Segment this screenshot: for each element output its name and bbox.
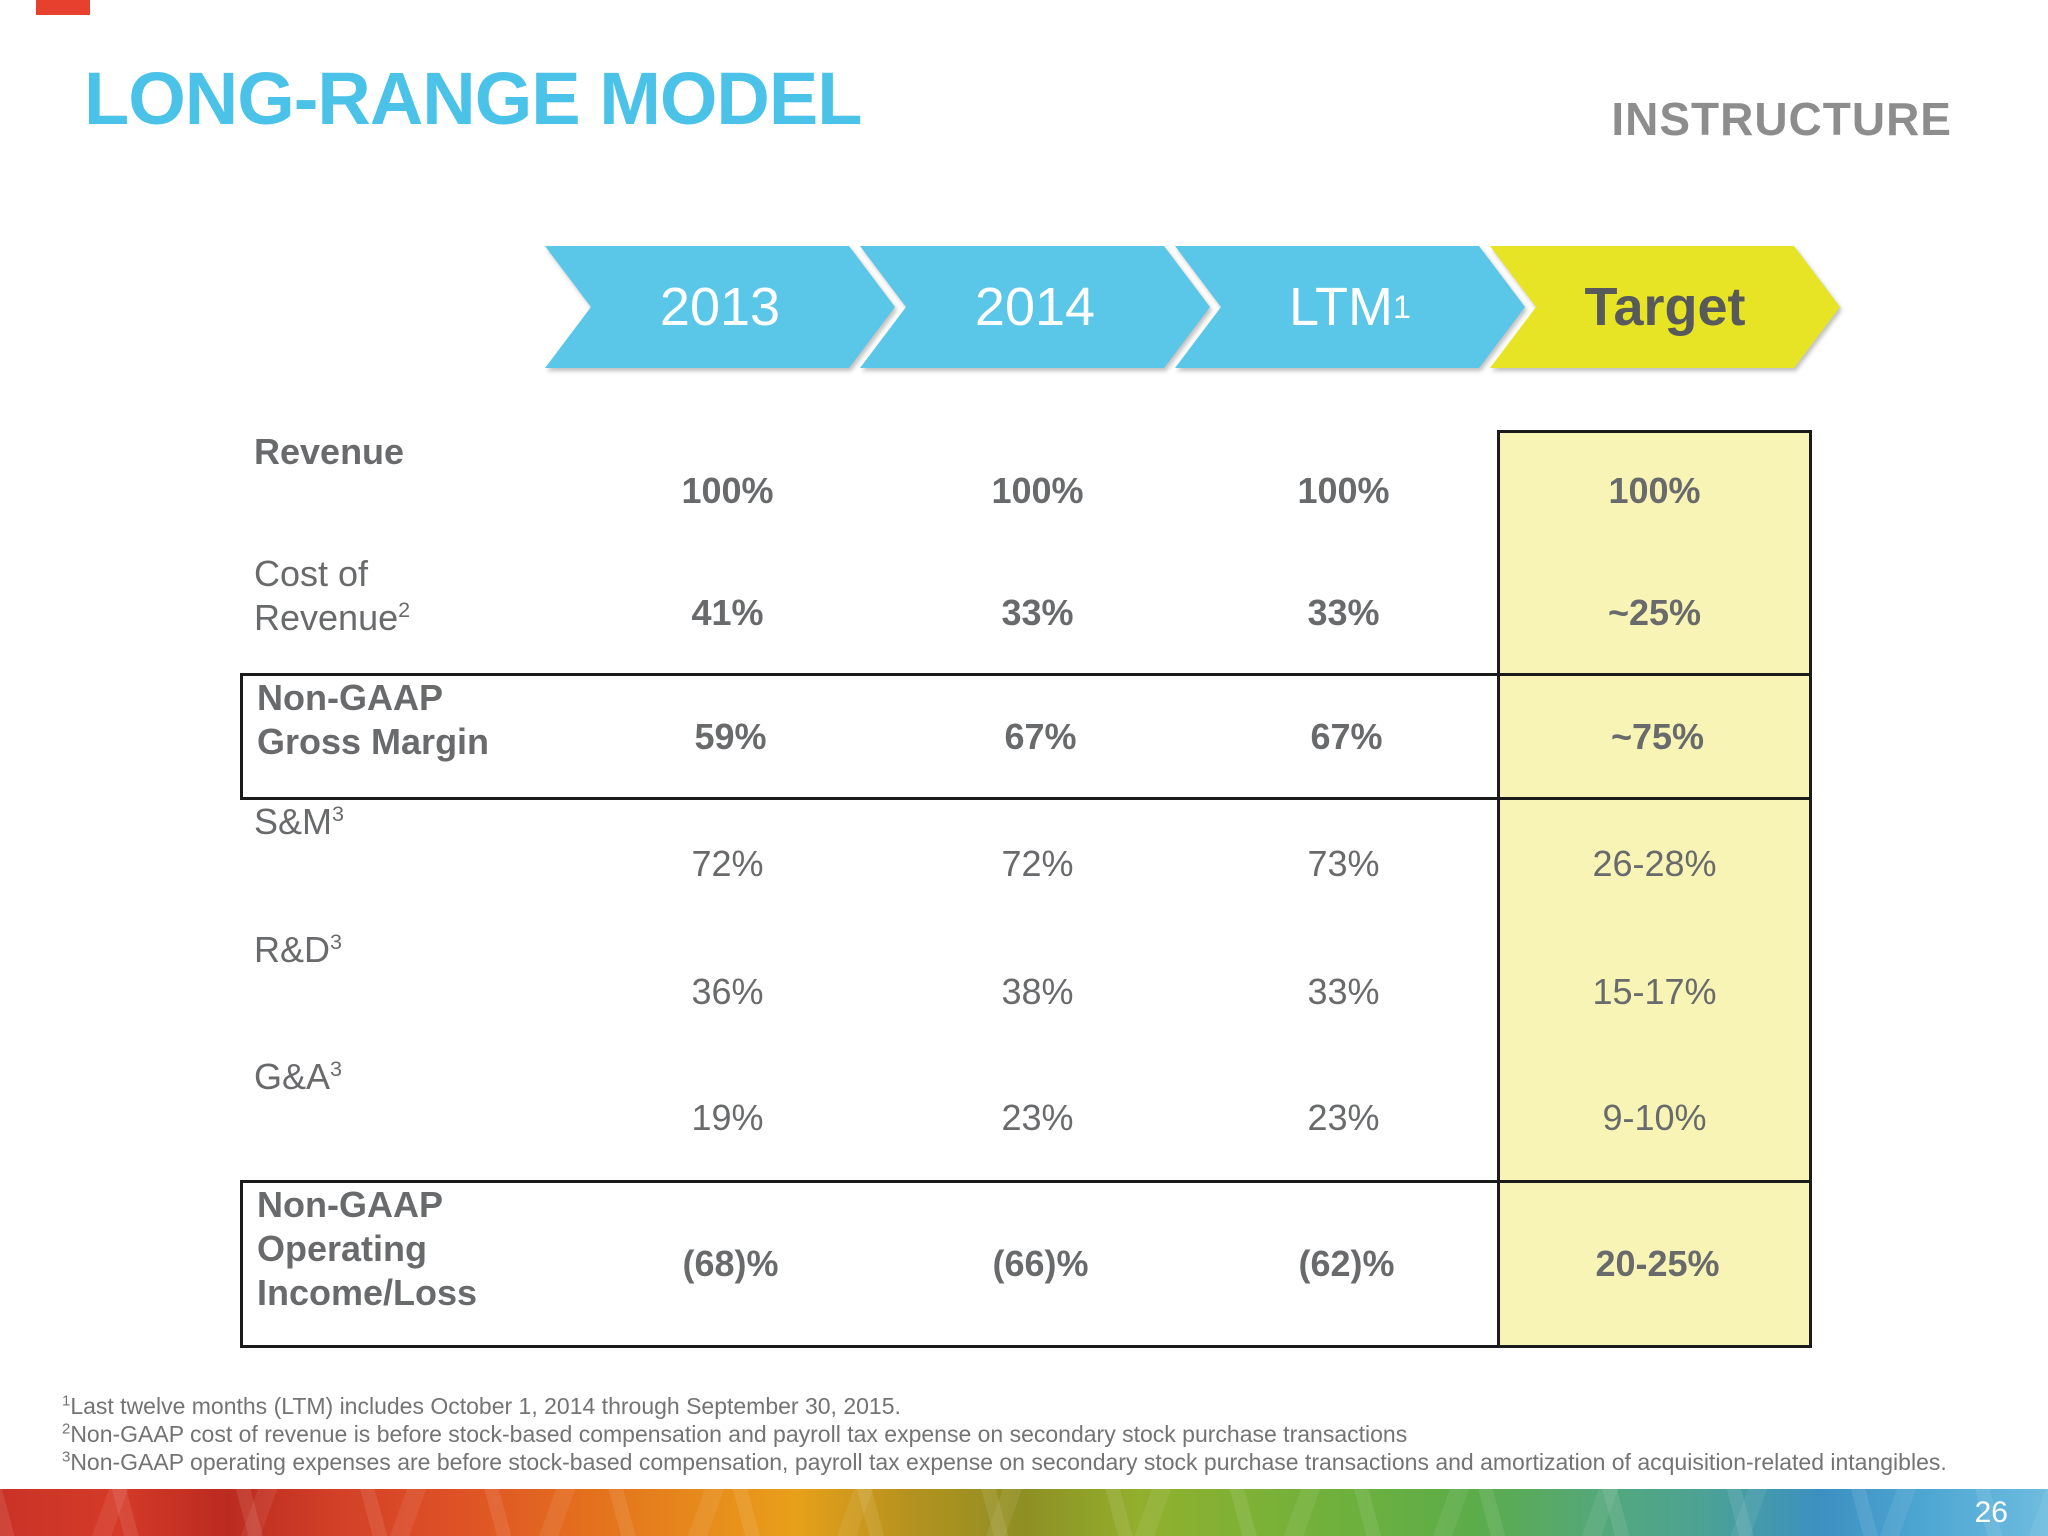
chevron-2013: 2013 — [545, 246, 895, 368]
cell-target: ~75% — [1610, 715, 1705, 757]
cell-2014: 23% — [1001, 1096, 1074, 1138]
row-label-line: Non-GAAP — [257, 677, 443, 718]
table-row: Non-GAAP Operating Income/Loss (68)% (66)% (6… — [240, 1180, 1812, 1348]
row-label-line: G&A3 — [254, 1056, 343, 1097]
chevron-wrap: LTM 1 — [1175, 246, 1525, 368]
row-label: R&D3 — [240, 928, 570, 1055]
cell-ltm: 33% — [1307, 970, 1380, 1012]
cell-2013: (68)% — [682, 1243, 779, 1285]
row-label: S&M3 — [240, 800, 570, 928]
footnotes: 1Last twelve months (LTM) includes Octob… — [62, 1392, 1947, 1476]
table-rows: Revenue 100% 100% 100% 100% Cost of Revenue2 41… — [240, 430, 1812, 1348]
slide-title: LONG-RANGE MODEL — [84, 57, 862, 140]
row-label-line: S&M3 — [254, 801, 345, 842]
cell-2013: 59% — [694, 715, 767, 757]
row-label: Revenue — [240, 430, 570, 552]
cell-2014: 100% — [991, 470, 1084, 512]
target-column-highlight — [1497, 430, 1812, 1348]
cell-target: 20-25% — [1595, 1243, 1720, 1285]
cell-2013: 72% — [691, 843, 764, 885]
cell-ltm: 73% — [1307, 843, 1380, 885]
row-label-line: Revenue2 — [254, 596, 411, 638]
cell-target: 9-10% — [1602, 1096, 1707, 1138]
footnote-superscript: 1 — [62, 1392, 71, 1410]
footnote: 1Last twelve months (LTM) includes Octob… — [62, 1392, 901, 1419]
chevron-wrap: 2014 — [860, 246, 1210, 368]
cell-2013: 36% — [691, 970, 764, 1012]
chevron-wrap: Target — [1490, 246, 1840, 368]
chevron-wrap: 2013 — [545, 246, 895, 368]
page-number: 26 — [1974, 1496, 2008, 1529]
cell-2014: (66)% — [992, 1243, 1089, 1285]
row-label-line: Cost of — [254, 553, 369, 594]
cell-ltm: 33% — [1307, 591, 1380, 633]
cell-target: 100% — [1608, 470, 1701, 512]
superscript: 2 — [398, 596, 411, 622]
cell-target: ~25% — [1607, 591, 1702, 633]
row-label: G&A3 — [240, 1055, 570, 1180]
chevron-2014: 2014 — [860, 246, 1210, 368]
row-label-line: R&D3 — [254, 929, 343, 970]
row-label-line: Income/Loss — [257, 1271, 478, 1313]
row-label-line: Revenue — [254, 431, 405, 472]
color-mosaic-strip: 26 — [0, 1489, 2048, 1536]
table-row: Revenue 100% 100% 100% 100% — [240, 430, 1812, 552]
row-label: Non-GAAP Gross Margin — [243, 676, 573, 797]
row-label: Non-GAAP Operating Income/Loss — [243, 1183, 573, 1345]
table-row: Cost of Revenue2 41% 33% 33% ~25% — [240, 552, 1812, 673]
chevron-ltm: LTM 1 — [1175, 246, 1525, 368]
cell-2014: 67% — [1004, 715, 1077, 757]
table-row: S&M3 72% 72% 73% 26-28% — [240, 800, 1812, 928]
footnote-superscript: 3 — [62, 1448, 71, 1466]
instructure-logo: INSTRUCTURE — [1611, 93, 1952, 145]
cell-2013: 41% — [691, 591, 764, 633]
row-label-line: Gross Margin — [257, 720, 490, 762]
row-label: Cost of Revenue2 — [240, 552, 570, 673]
row-label-line: Non-GAAP — [257, 1184, 443, 1225]
row-label-line: Operating — [257, 1227, 428, 1269]
superscript: 3 — [330, 1056, 343, 1081]
footnote: 2Non-GAAP cost of revenue is before stoc… — [62, 1420, 1408, 1447]
footnote: 3Non-GAAP operating expenses are before … — [62, 1448, 1947, 1475]
timeline-chevrons: 2013 2014 LTM 1 Target — [545, 246, 1840, 368]
cell-2014: 72% — [1001, 843, 1074, 885]
cell-ltm: 23% — [1307, 1096, 1380, 1138]
cell-ltm: 67% — [1310, 715, 1383, 757]
table-row: R&D3 36% 38% 33% 15-17% — [240, 928, 1812, 1055]
cell-ltm: (62)% — [1298, 1243, 1395, 1285]
table-row: Non-GAAP Gross Margin 59% 67% 67% ~75% — [240, 673, 1812, 800]
financial-table: Revenue 100% 100% 100% 100% Cost of Revenue2 41… — [240, 430, 1812, 1348]
cell-2014: 38% — [1001, 970, 1074, 1012]
cell-ltm: 100% — [1297, 470, 1390, 512]
superscript: 3 — [332, 801, 345, 826]
cell-2013: 100% — [681, 470, 774, 512]
video-progress-marker — [36, 0, 90, 15]
chevron-target: Target — [1490, 246, 1840, 368]
footnote-superscript: 2 — [62, 1420, 71, 1438]
table-row: G&A3 19% 23% 23% 9-10% — [240, 1055, 1812, 1180]
superscript: 3 — [330, 929, 343, 954]
cell-2014: 33% — [1001, 591, 1074, 633]
cell-target: 26-28% — [1592, 843, 1717, 885]
cell-2013: 19% — [691, 1096, 764, 1138]
cell-target: 15-17% — [1592, 970, 1717, 1012]
